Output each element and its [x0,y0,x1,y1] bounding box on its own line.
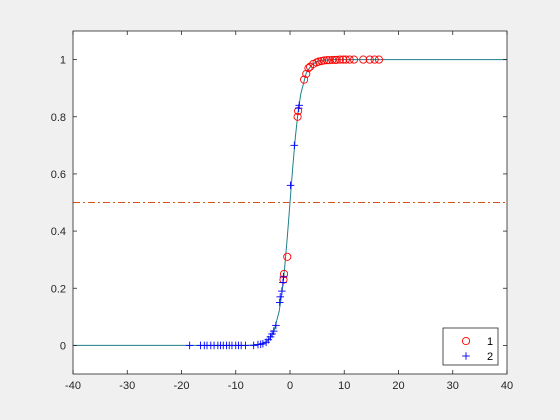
x-tick-label: 40 [501,380,513,392]
series-2-point [279,273,288,281]
series-1-point [374,55,384,64]
series-2-point [290,141,299,150]
series-1-point [304,64,313,73]
series-2-point [279,278,287,287]
x-tick-label: 20 [392,380,404,392]
series-1-point [339,55,348,64]
series-1-point [320,56,329,65]
series-2 [185,101,304,350]
x-tick-label: -40 [65,380,81,392]
series-1-point [302,69,311,78]
series-1-point [365,55,374,64]
series-1-point [359,55,368,64]
y-tick-label: 0.2 [51,283,66,295]
legend-label-2: 2 [487,351,493,363]
y-axis: 0 0.2 0.4 0.6 0.8 1 [51,55,507,352]
y-tick-label: 0.6 [51,169,66,181]
series-2-point [286,181,295,190]
series-1-point [283,252,292,261]
series-2-point [259,339,267,348]
x-axis: -40 -30 -20 -10 0 10 20 30 40 [65,31,513,392]
series-1-point [322,56,331,65]
series-1-point [370,55,379,64]
series-1-point [317,56,326,66]
x-tick-label: -30 [119,380,135,392]
series-2-point [275,298,284,307]
x-tick-label: -20 [174,380,190,392]
series-1-point [279,269,289,279]
x-tick-label: 30 [447,380,459,392]
legend-marker-1 [461,336,471,346]
series-1-point [335,55,344,64]
series-1-point [294,106,303,116]
series-1-point [300,75,309,84]
series-2-point [276,293,285,301]
y-tick-label: 0.4 [51,226,66,238]
series-1-point [293,112,302,121]
legend-box [442,327,499,366]
legend-entries: 12 [461,336,493,363]
series-1-point [349,55,359,64]
legend-label-1: 1 [487,336,493,348]
series-1-point [332,55,341,64]
y-tick-label: 1 [60,55,66,67]
series-2-point [272,321,280,330]
series-2-point [295,101,304,110]
series-2-point [249,341,258,350]
series-1 [279,55,384,284]
legend-marker-2 [462,352,470,360]
series-2-point [185,341,194,350]
series-1-point [314,57,323,66]
series-2-point [269,327,278,335]
x-tick-label: 0 [287,380,293,392]
series-1-point [341,55,350,64]
x-tick-label: -10 [228,380,244,392]
series-2-point [278,287,286,295]
y-tick-label: 0 [60,340,66,352]
series-layer [185,55,384,350]
series-2-point [241,341,250,350]
legend: 12 [442,327,499,366]
series-1-point [345,55,354,64]
y-tick-label: 0.8 [51,112,66,124]
x-tick-label: 10 [338,380,350,392]
